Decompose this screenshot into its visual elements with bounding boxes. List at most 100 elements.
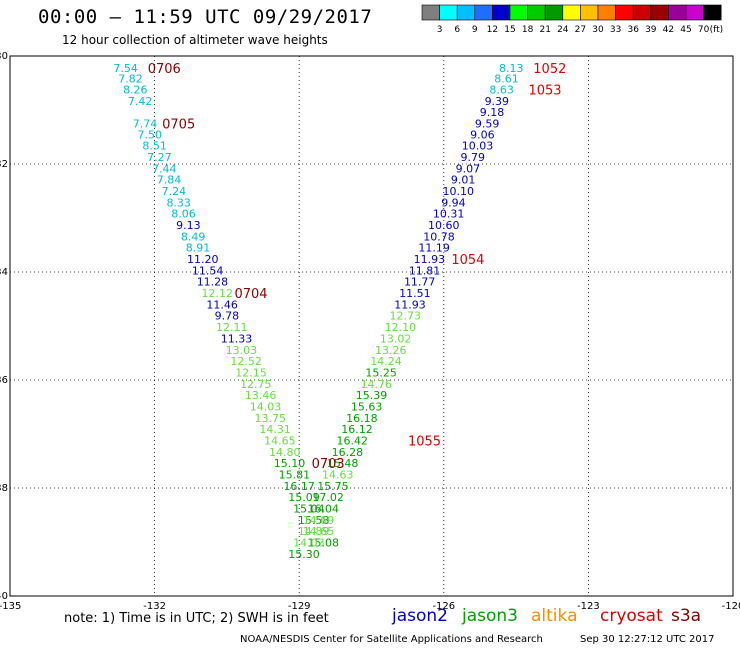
data-label: 14.24 xyxy=(370,355,402,368)
data-label: 12.52 xyxy=(230,355,262,368)
colorbar-label: 18 xyxy=(522,25,534,35)
footer-credit: NOAA/NESDIS Center for Satellite Applica… xyxy=(240,634,543,645)
data-label: 8.49 xyxy=(181,230,206,243)
legend-jason2: jason2 xyxy=(392,606,448,626)
colorbar-swatch xyxy=(650,4,669,21)
colorbar-label: 45 xyxy=(680,25,691,35)
data-label: 14.63 xyxy=(322,469,354,482)
data-label: 7.82 xyxy=(118,73,143,86)
data-label: 15.09 xyxy=(288,491,320,504)
colorbar-swatch xyxy=(527,4,546,21)
data-label: 13.03 xyxy=(226,344,258,357)
data-label: 16.18 xyxy=(346,412,378,425)
x-tick-label: -129 xyxy=(288,601,311,612)
data-label: 17.02 xyxy=(312,491,344,504)
colorbar-label: 39 xyxy=(645,25,657,35)
data-label: 10.10 xyxy=(443,185,475,198)
data-label: 8.06 xyxy=(171,208,196,221)
data-label: 8.13 xyxy=(499,62,524,75)
footer-note: note: 1) Time is in UTC; 2) SWH is in fe… xyxy=(64,611,329,626)
time-annotation: 1053 xyxy=(528,83,561,98)
data-label: 12.15 xyxy=(235,366,267,379)
data-label: 9.79 xyxy=(460,151,485,164)
data-label: 11.28 xyxy=(197,276,229,289)
data-label: 13.75 xyxy=(255,412,287,425)
data-label: 14.76 xyxy=(361,378,393,391)
y-tick-label: -32 xyxy=(0,159,8,170)
data-label: 15.58 xyxy=(298,514,330,527)
data-label: 10.31 xyxy=(433,208,465,221)
data-label: 15.39 xyxy=(356,389,388,402)
data-label: 9.01 xyxy=(451,174,476,187)
data-label: 14.31 xyxy=(259,423,291,436)
colorbar-swatch xyxy=(685,4,704,21)
data-label: 16.17 xyxy=(283,480,315,493)
colorbar-label: 3 xyxy=(437,25,443,35)
colorbar-swatch xyxy=(580,4,599,21)
colorbar-label: 24 xyxy=(557,25,569,35)
colorbar-swatch xyxy=(456,4,476,21)
data-label: 7.44 xyxy=(152,162,177,175)
time-annotation: 1054 xyxy=(451,253,484,268)
data-label: 9.59 xyxy=(475,118,500,131)
data-label: 8.51 xyxy=(142,140,167,153)
data-label: 7.24 xyxy=(162,185,187,198)
time-annotation: 1052 xyxy=(533,62,566,77)
data-label: 8.63 xyxy=(489,83,514,96)
y-tick-label: -38 xyxy=(0,483,8,494)
data-label: 9.06 xyxy=(470,128,495,141)
data-label: 7.42 xyxy=(128,95,153,108)
data-label: 15.75 xyxy=(317,480,349,493)
data-label: 9.94 xyxy=(441,196,466,209)
chart-subtitle: 12 hour collection of altimeter wave hei… xyxy=(62,33,328,47)
data-label: 11.81 xyxy=(409,264,441,277)
legend-cryosat: cryosat xyxy=(600,606,663,626)
y-tick-label: -34 xyxy=(0,267,8,278)
data-label: 11.51 xyxy=(399,287,431,300)
footer-timestamp: Sep 30 12:27:12 UTC 2017 xyxy=(580,634,715,645)
time-annotation: 0703 xyxy=(312,457,345,472)
data-label: 8.26 xyxy=(123,83,148,96)
data-label: 9.18 xyxy=(480,106,505,119)
data-label: 15.48 xyxy=(327,457,359,470)
data-label: 15.25 xyxy=(365,366,397,379)
colorbar-label: 9 xyxy=(472,25,478,35)
legend-jason3: jason3 xyxy=(462,606,518,626)
plot-frame xyxy=(9,55,734,597)
data-label: 13.02 xyxy=(380,332,412,345)
data-label: 14.80 xyxy=(269,446,301,459)
colorbar-swatch xyxy=(509,4,528,21)
colorbar-label: 6 xyxy=(454,25,460,35)
data-label: 15.04 xyxy=(293,503,325,516)
time-annotation: 0706 xyxy=(148,62,181,77)
data-label: 13.46 xyxy=(245,389,277,402)
data-label: 14.65 xyxy=(264,434,296,447)
data-label: 14.89 xyxy=(298,525,330,538)
colorbar-label: 27 xyxy=(575,25,586,35)
x-tick-label: -120 xyxy=(722,601,740,612)
data-label: 10.60 xyxy=(428,219,460,232)
time-annotation: 0705 xyxy=(162,118,195,133)
colorbar-label: 42 xyxy=(663,25,674,35)
data-label: 9.07 xyxy=(456,162,481,175)
data-label: 7.27 xyxy=(147,151,172,164)
data-label: 12.11 xyxy=(216,321,248,334)
colorbar-swatch xyxy=(474,4,493,21)
data-label: 9.78 xyxy=(215,310,240,323)
chart-title: 00:00 – 11:59 UTC 09/29/2017 xyxy=(38,6,373,28)
data-label: 13.26 xyxy=(375,344,407,357)
data-label: 16.28 xyxy=(332,446,364,459)
colorbar-label: 15 xyxy=(504,25,515,35)
data-label: 11.20 xyxy=(187,253,219,266)
data-label: 14.69 xyxy=(303,514,335,527)
x-tick-label: -132 xyxy=(143,601,166,612)
time-annotation: 0704 xyxy=(234,287,267,302)
data-label: 8.33 xyxy=(166,196,191,209)
data-label: 15.81 xyxy=(279,469,311,482)
colorbar-swatch xyxy=(597,4,616,21)
data-label: 8.91 xyxy=(186,242,211,255)
colorbar-label: 36 xyxy=(627,25,639,35)
legend-altika: altika xyxy=(531,606,578,626)
colorbar-swatch xyxy=(492,4,511,21)
colorbar-swatch xyxy=(615,4,634,21)
